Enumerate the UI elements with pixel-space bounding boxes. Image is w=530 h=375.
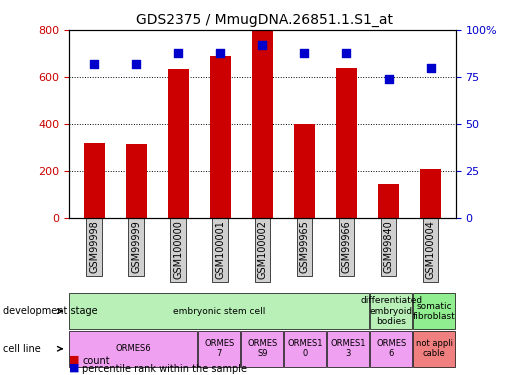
Text: ORMES1
0: ORMES1 0 — [288, 339, 323, 358]
FancyBboxPatch shape — [69, 293, 369, 329]
Bar — [294, 124, 315, 218]
Text: not appli
cable: not appli cable — [416, 339, 453, 358]
Point — [216, 50, 225, 55]
Point — [132, 61, 140, 67]
FancyBboxPatch shape — [370, 331, 412, 367]
Bar — [420, 170, 441, 217]
Point — [258, 42, 267, 48]
Bar — [210, 56, 231, 217]
Text: differentiated
embryoid
bodies: differentiated embryoid bodies — [360, 296, 422, 326]
Point — [342, 50, 351, 55]
Text: ORMES
S9: ORMES S9 — [247, 339, 278, 358]
Point — [174, 50, 182, 55]
Text: count: count — [82, 356, 110, 366]
FancyBboxPatch shape — [69, 331, 197, 367]
FancyBboxPatch shape — [241, 331, 283, 367]
Point — [90, 61, 99, 67]
Text: somatic
fibroblast: somatic fibroblast — [413, 302, 456, 321]
Text: ORMES1
3: ORMES1 3 — [331, 339, 366, 358]
Text: ■: ■ — [69, 362, 80, 372]
FancyBboxPatch shape — [413, 293, 455, 329]
Bar — [167, 69, 189, 218]
FancyBboxPatch shape — [370, 293, 412, 329]
Text: development stage: development stage — [3, 306, 98, 316]
Text: ORMES
6: ORMES 6 — [376, 339, 407, 358]
FancyBboxPatch shape — [327, 331, 369, 367]
Point — [384, 76, 393, 82]
Text: GDS2375 / MmugDNA.26851.1.S1_at: GDS2375 / MmugDNA.26851.1.S1_at — [137, 13, 393, 27]
Text: embryonic stem cell: embryonic stem cell — [173, 307, 266, 316]
Text: percentile rank within the sample: percentile rank within the sample — [82, 363, 247, 374]
Text: ■: ■ — [69, 355, 80, 365]
FancyBboxPatch shape — [198, 331, 240, 367]
Point — [300, 50, 308, 55]
Text: ORMES
7: ORMES 7 — [204, 339, 234, 358]
Bar — [336, 68, 357, 218]
Bar — [126, 144, 147, 218]
Bar — [84, 142, 104, 218]
Bar — [378, 183, 399, 218]
Bar — [252, 30, 273, 217]
FancyBboxPatch shape — [284, 331, 326, 367]
FancyBboxPatch shape — [413, 331, 455, 367]
Point — [426, 64, 435, 70]
Text: ORMES6: ORMES6 — [116, 344, 151, 353]
Text: cell line: cell line — [3, 344, 40, 354]
